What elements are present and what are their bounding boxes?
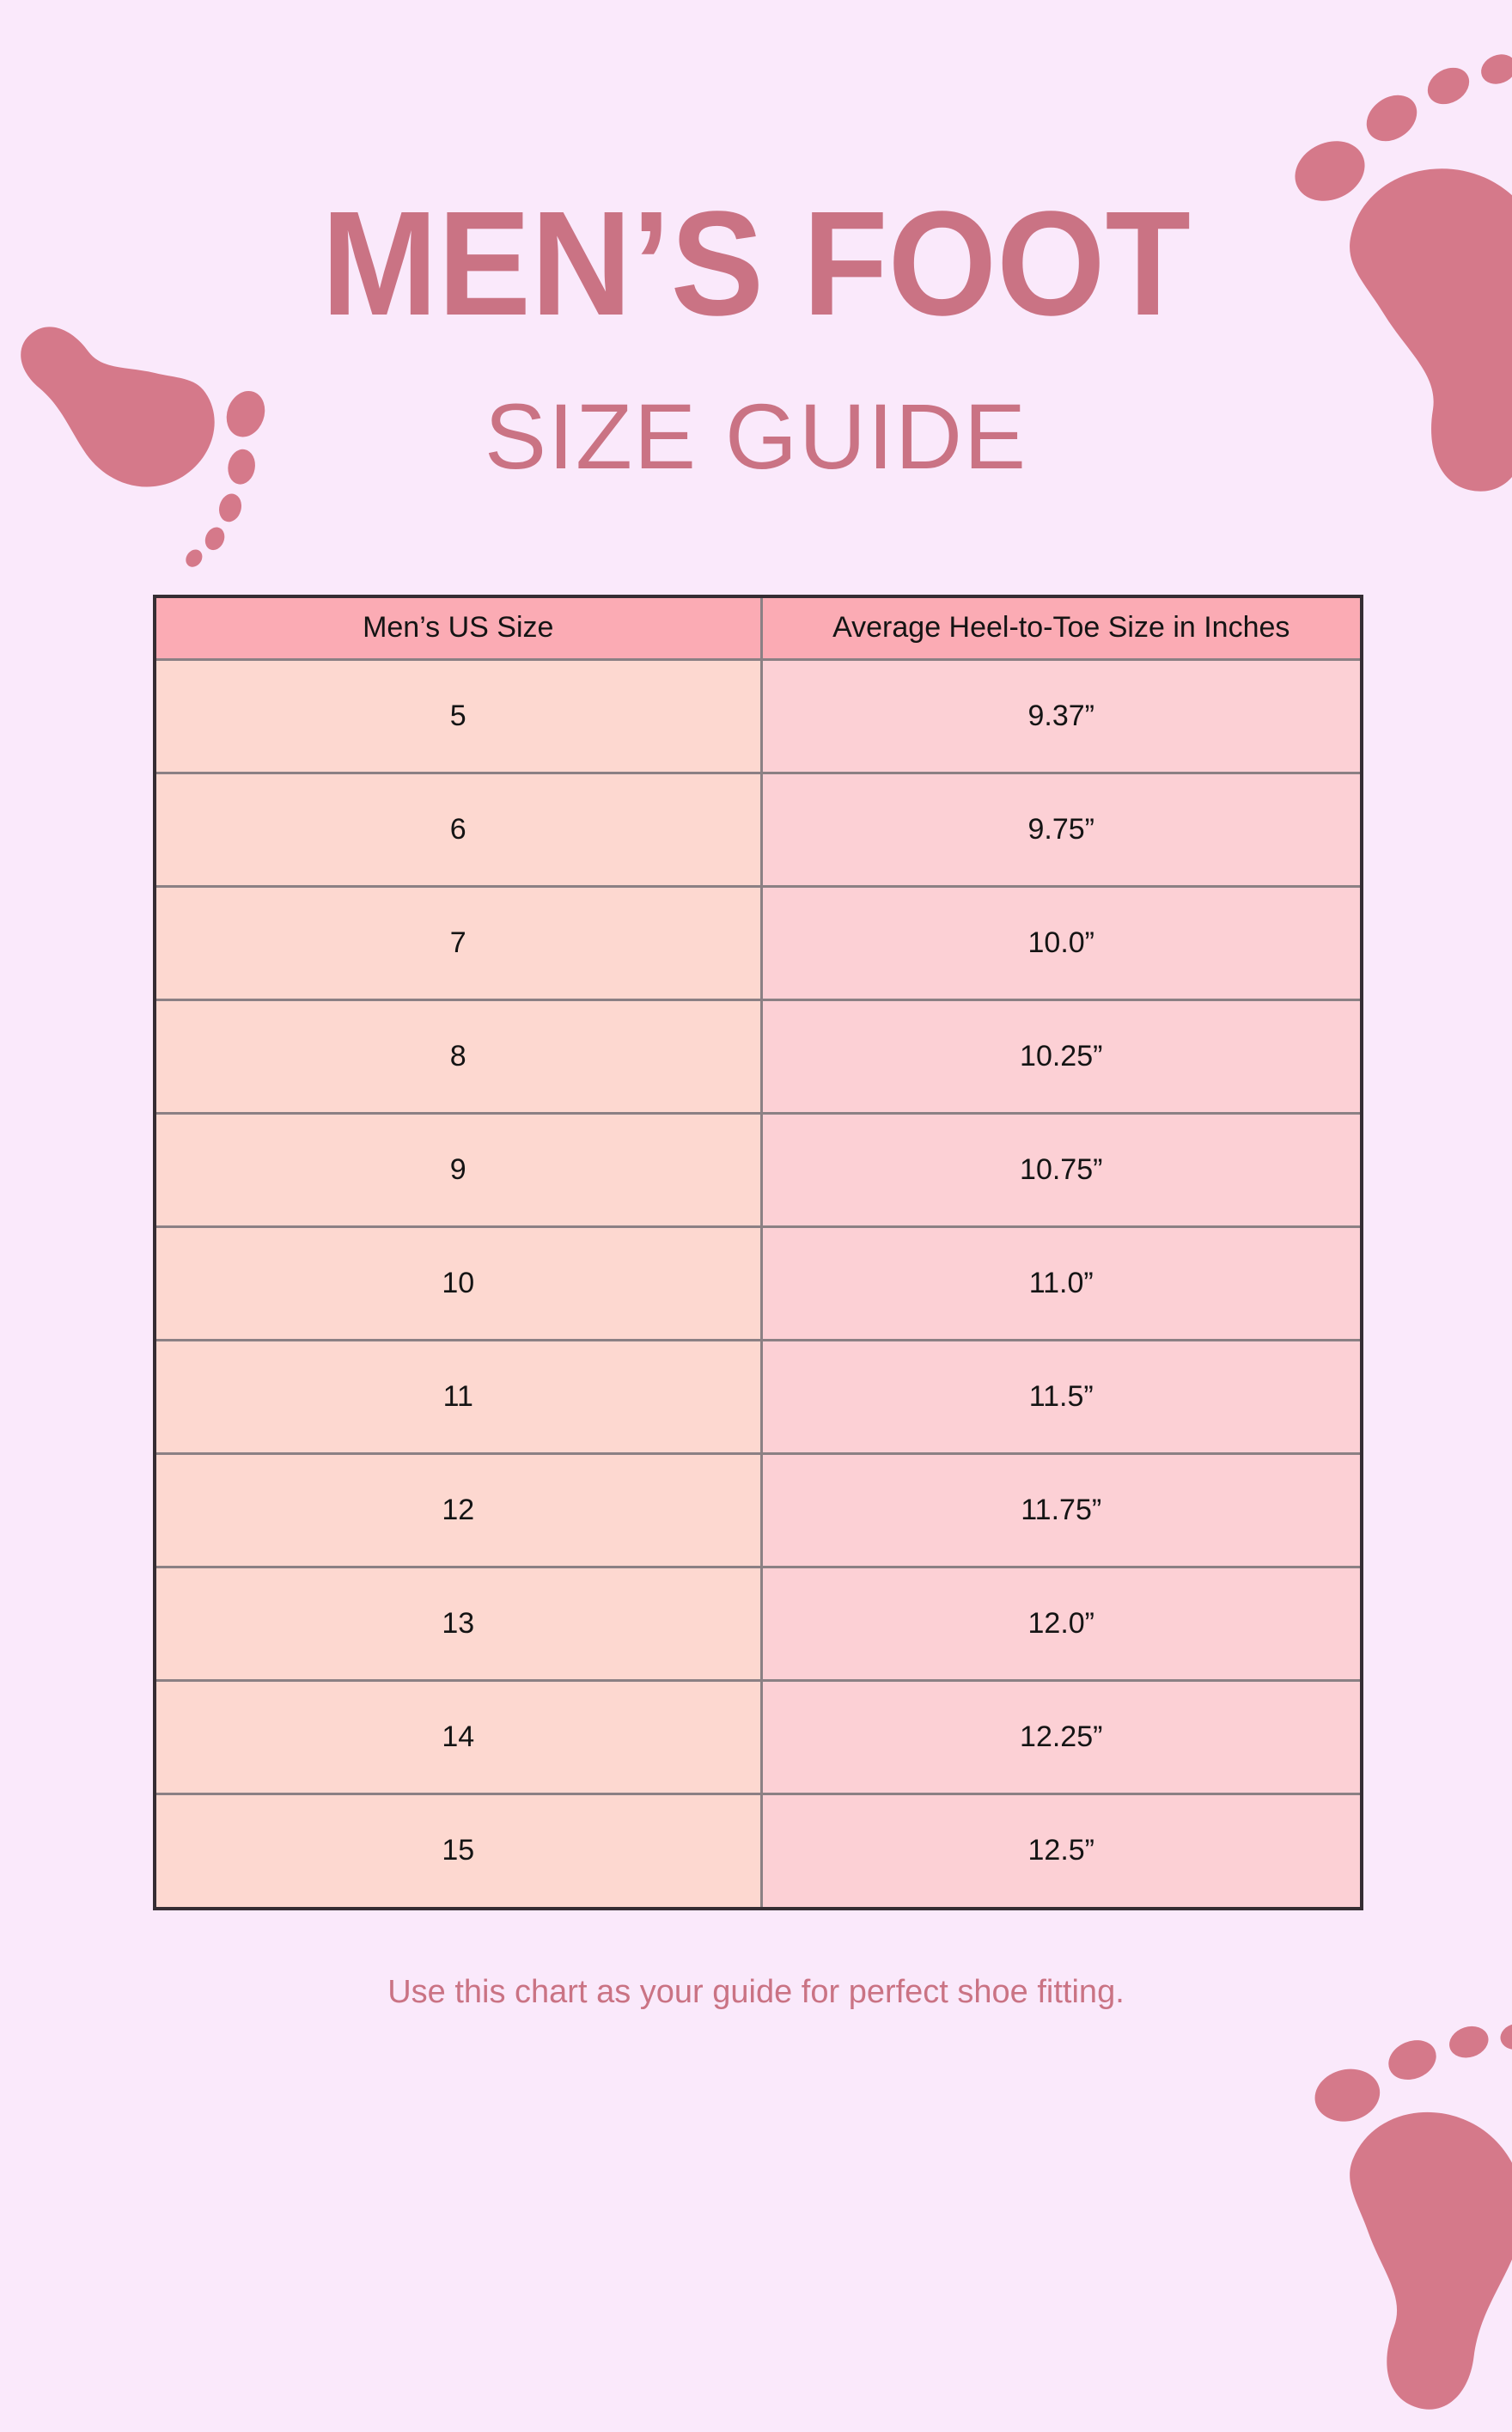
table-row: 10 11.0” bbox=[153, 1225, 1363, 1341]
table-row: 13 12.0” bbox=[153, 1565, 1363, 1682]
col-header-us-size: Men’s US Size bbox=[153, 595, 763, 661]
table-row: 6 9.75” bbox=[153, 771, 1363, 888]
inches-cell: 9.75” bbox=[759, 771, 1363, 888]
table-row: 7 10.0” bbox=[153, 884, 1363, 1001]
size-table: Men’s US Size Average Heel-to-Toe Size i… bbox=[153, 595, 1363, 1910]
us-size-cell: 5 bbox=[153, 657, 763, 774]
page-subtitle: SIZE GUIDE bbox=[484, 384, 1028, 488]
inches-cell: 10.25” bbox=[759, 998, 1363, 1115]
inches-cell: 12.25” bbox=[759, 1678, 1363, 1795]
us-size-cell: 12 bbox=[153, 1451, 763, 1568]
table-body: 5 9.37” 6 9.75” 7 10.0” 8 10.25” 9 10.75… bbox=[153, 657, 1363, 1910]
table-row: 5 9.37” bbox=[153, 657, 1363, 774]
footprint-top-right-icon bbox=[1295, 54, 1512, 492]
footprint-bottom-right-icon bbox=[1314, 2023, 1512, 2410]
footer-note: Use this chart as your guide for perfect… bbox=[387, 1974, 1125, 2010]
inches-cell: 11.0” bbox=[759, 1225, 1363, 1341]
table-row: 12 11.75” bbox=[153, 1451, 1363, 1568]
inches-cell: 9.37” bbox=[759, 657, 1363, 774]
table-row: 14 12.25” bbox=[153, 1678, 1363, 1795]
table-row: 9 10.75” bbox=[153, 1111, 1363, 1228]
inches-cell: 10.75” bbox=[759, 1111, 1363, 1228]
us-size-cell: 8 bbox=[153, 998, 763, 1115]
us-size-cell: 7 bbox=[153, 884, 763, 1001]
us-size-cell: 15 bbox=[153, 1792, 763, 1910]
us-size-cell: 10 bbox=[153, 1225, 763, 1341]
footprint-top-left-icon bbox=[21, 327, 265, 567]
table-row: 8 10.25” bbox=[153, 998, 1363, 1115]
us-size-cell: 13 bbox=[153, 1565, 763, 1682]
inches-cell: 11.5” bbox=[759, 1338, 1363, 1455]
col-header-inches: Average Heel-to-Toe Size in Inches bbox=[759, 595, 1363, 661]
us-size-cell: 11 bbox=[153, 1338, 763, 1455]
us-size-cell: 6 bbox=[153, 771, 763, 888]
inches-cell: 12.0” bbox=[759, 1565, 1363, 1682]
table-header-row: Men’s US Size Average Heel-to-Toe Size i… bbox=[153, 595, 1363, 661]
table-row: 11 11.5” bbox=[153, 1338, 1363, 1455]
inches-cell: 11.75” bbox=[759, 1451, 1363, 1568]
inches-cell: 10.0” bbox=[759, 884, 1363, 1001]
inches-cell: 12.5” bbox=[759, 1792, 1363, 1910]
table-row: 15 12.5” bbox=[153, 1792, 1363, 1910]
us-size-cell: 9 bbox=[153, 1111, 763, 1228]
page-title: MEN’S FOOT bbox=[321, 180, 1191, 346]
us-size-cell: 14 bbox=[153, 1678, 763, 1795]
poster: { "colors": { "page_bg": "#fae9fb", "acc… bbox=[21, 54, 1512, 2410]
